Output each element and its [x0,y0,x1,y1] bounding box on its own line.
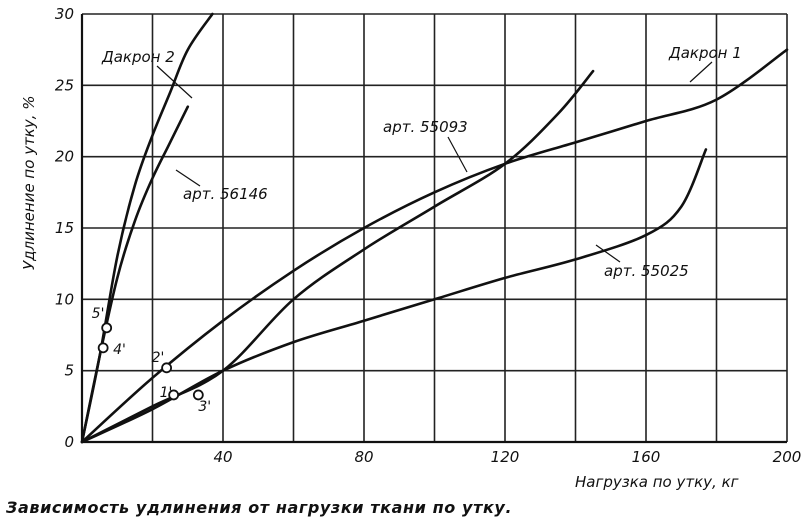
leader-art-55025 [595,244,621,263]
x-tick-label: 160 [632,448,661,466]
y-tick-label: 15 [55,219,74,237]
figure-caption: Зависимость удлинения от нагрузки ткани … [6,498,513,517]
point-marker-label: 1' [160,385,173,401]
leader-dacron-2 [156,65,193,99]
x-tick-label: 40 [213,448,232,466]
x-tick-label: 200 [773,448,802,466]
point-marker [168,389,180,401]
x-axis-title: Нагрузка по утку, кг [575,473,739,491]
series-line-4 [80,148,708,444]
leader-art-56146 [175,169,201,187]
y-tick-label: 30 [55,5,74,23]
series-label-art-56146: арт. 56146 [183,185,268,203]
point-marker [101,322,113,334]
tick-labels: 40 80 120 160 200 0 5 10 15 20 25 30 [55,5,801,466]
series-lines [80,12,789,444]
y-axis-title: Удлинение по утку, % [20,95,38,270]
grid [81,13,788,443]
point-markers: 1' 2' 3' 4' 5' [92,306,211,415]
y-tick-label: 10 [55,290,74,308]
y-tick-label: 20 [55,148,74,166]
axes [80,14,787,444]
y-tick-label: 5 [64,362,74,380]
series-line-1 [80,105,190,444]
leader-art-55093 [447,136,468,173]
point-marker [161,362,173,374]
y-tick-label: 25 [55,76,74,94]
point-marker [97,342,109,354]
series-label-art-55093: арт. 55093 [383,118,468,136]
y-tick-label: 0 [64,433,74,451]
point-marker-label: 3' [198,399,211,415]
x-tick-label: 80 [354,448,373,466]
chart: 40 80 120 160 200 0 5 10 15 20 25 30 1' 2' 3' 4' 5' Дак… [20,5,801,491]
point-marker-label: 5' [92,306,105,322]
point-marker-label: 2' [152,350,165,366]
series-label-art-55025: арт. 55025 [604,262,689,280]
series-label-dacron-1: Дакрон 1 [668,44,742,62]
leader-dacron-1 [689,61,713,83]
x-tick-label: 120 [491,448,520,466]
point-marker-label: 4' [113,342,126,358]
series-label-dacron-2: Дакрон 2 [101,48,175,66]
series-line-2 [80,48,789,444]
point-marker [192,389,204,401]
